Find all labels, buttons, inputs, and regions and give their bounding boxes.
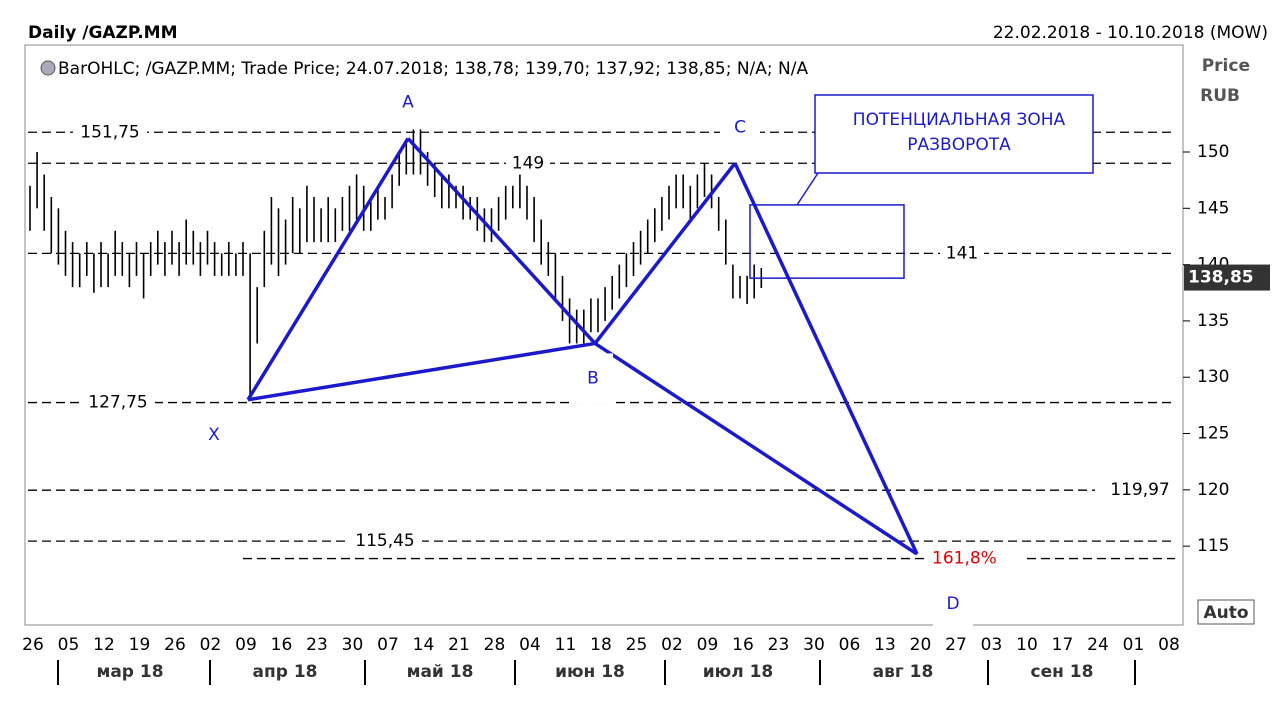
- pattern-leg: [406, 137, 597, 345]
- pattern-leg: [246, 137, 410, 401]
- x-tick-label: 24: [1087, 635, 1109, 655]
- point-label-bg: [388, 77, 428, 128]
- x-tick-label: 09: [697, 635, 719, 655]
- point-label: D: [946, 594, 959, 614]
- y-tick-label: 145: [1197, 198, 1229, 218]
- month-label: сен 18: [1031, 662, 1094, 682]
- level-label-bg: [73, 120, 147, 145]
- month-label: июн 18: [555, 662, 625, 682]
- x-tick-label: 14: [413, 635, 435, 655]
- reversal-zone: [749, 204, 905, 279]
- point-label: A: [402, 92, 414, 112]
- level-label-bg: [940, 241, 984, 266]
- legend: BarOHLC; /GAZP.MM; Trade Price; 24.07.20…: [58, 59, 808, 79]
- month-label: мар 18: [96, 662, 163, 682]
- x-tick-label: 02: [661, 635, 683, 655]
- x-tick-label: 23: [768, 635, 790, 655]
- x-tick-label: 11: [555, 635, 577, 655]
- month-label: авг 18: [873, 662, 934, 682]
- x-tick-label: 12: [93, 635, 115, 655]
- x-tick-label: 23: [306, 635, 328, 655]
- x-tick-label: 16: [732, 635, 754, 655]
- x-tick-label: 20: [910, 635, 932, 655]
- last-price-box: [1184, 264, 1270, 291]
- zone-text: РАЗВОРОТА: [907, 135, 1011, 155]
- x-tick-label: 26: [22, 635, 44, 655]
- callout-pointer: [796, 172, 819, 206]
- x-tick-label: 08: [1158, 635, 1180, 655]
- y-tick-label: 150: [1197, 142, 1229, 162]
- point-label-bg: [933, 579, 973, 630]
- level-label: 151,75: [80, 122, 139, 142]
- x-tick-label: 10: [1016, 635, 1038, 655]
- level-label-bg: [348, 529, 422, 554]
- chart-title: Daily /GAZP.MM: [28, 23, 178, 43]
- point-label: C: [734, 117, 746, 137]
- x-tick-label: 09: [235, 635, 257, 655]
- zone-text: ПОТЕНЦИАЛЬНАЯ ЗОНА: [853, 110, 1066, 130]
- x-tick-label: 19: [129, 635, 151, 655]
- point-label-bg: [573, 353, 613, 404]
- pattern-leg: [594, 341, 918, 556]
- zone-callout: [814, 94, 1094, 174]
- point-label: B: [587, 368, 599, 388]
- x-tick-label: 13: [874, 635, 896, 655]
- legend-icon: [40, 60, 56, 76]
- point-label: X: [208, 425, 220, 445]
- point-label-bg: [194, 409, 234, 460]
- x-tick-label: 07: [377, 635, 399, 655]
- y-tick-label: 115: [1197, 536, 1229, 556]
- x-tick-label: 30: [803, 635, 825, 655]
- axis-unit: RUB: [1200, 86, 1240, 106]
- pattern-leg: [593, 162, 737, 345]
- date-range: 22.02.2018 - 10.10.2018 (MOW): [993, 23, 1268, 43]
- x-tick-label: 25: [626, 635, 648, 655]
- x-tick-label: 02: [200, 635, 222, 655]
- x-tick-label: 17: [1052, 635, 1074, 655]
- price-bars: [29, 129, 763, 400]
- x-tick-label: 04: [519, 635, 541, 655]
- x-tick-label: 05: [58, 635, 80, 655]
- last-price: 138,85: [1188, 268, 1254, 288]
- fib-label: 161,8%: [932, 549, 997, 569]
- pattern-leg: [247, 341, 596, 402]
- auto-label: Auto: [1203, 603, 1248, 623]
- level-label: 119,97: [1110, 480, 1169, 500]
- pattern-leg: [733, 162, 919, 555]
- x-tick-label: 28: [484, 635, 506, 655]
- x-tick-label: 21: [448, 635, 470, 655]
- point-label-bg: [720, 102, 760, 153]
- level-label-bg: [81, 390, 155, 415]
- x-tick-label: 06: [839, 635, 861, 655]
- month-label: апр 18: [253, 662, 318, 682]
- month-label: май 18: [407, 662, 474, 682]
- level-label: 127,75: [88, 393, 147, 413]
- x-tick-label: 18: [590, 635, 612, 655]
- y-tick-label: 120: [1197, 480, 1229, 500]
- level-label: 115,45: [355, 531, 414, 551]
- fib-label-bg: [928, 546, 1024, 571]
- x-tick-label: 26: [164, 635, 186, 655]
- level-label-bg: [1103, 478, 1177, 503]
- y-tick-label: 125: [1197, 424, 1229, 444]
- x-tick-label: 30: [342, 635, 364, 655]
- x-tick-label: 16: [271, 635, 293, 655]
- level-label: 149: [512, 153, 544, 173]
- x-tick-label: 27: [945, 635, 967, 655]
- level-label: 141: [946, 243, 978, 263]
- axis-title: Price: [1202, 56, 1250, 76]
- y-tick-label: 130: [1197, 367, 1229, 387]
- y-tick-label: 135: [1197, 311, 1229, 331]
- x-tick-label: 01: [1123, 635, 1145, 655]
- auto-button[interactable]: [1197, 599, 1255, 625]
- x-tick-label: 03: [981, 635, 1003, 655]
- level-label-bg: [506, 151, 550, 176]
- month-label: июл 18: [703, 662, 773, 682]
